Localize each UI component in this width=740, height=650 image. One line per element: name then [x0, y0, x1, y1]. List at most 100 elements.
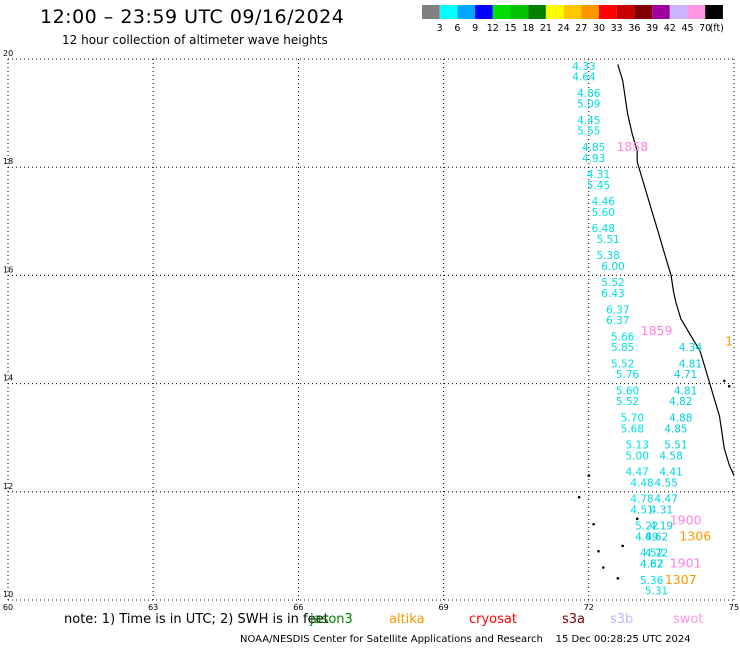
legend-tick-label: 36 [628, 23, 640, 34]
swh-value-label: 4.33 [572, 61, 595, 73]
legend-swatch [528, 5, 546, 19]
pass-time-label: 1859 [641, 323, 673, 338]
swh-value-label: 4.93 [582, 153, 605, 165]
swh-value-label: 5.66 [611, 331, 635, 343]
island [587, 474, 591, 477]
island [616, 577, 620, 580]
legend-tick-label: 15 [504, 23, 516, 34]
swh-value-label: 6.37 [606, 304, 629, 316]
swh-value-label: 6.37 [606, 315, 629, 327]
legend-swatch [599, 5, 617, 19]
swh-value-label: 4.47 [655, 494, 678, 506]
pass-time-label: 1901 [670, 556, 702, 571]
swh-value-label: 4.34 [679, 342, 703, 354]
legend-swatch [581, 5, 599, 19]
swh-value-label: 4.51 [630, 504, 653, 516]
swh-value-label: 4.62 [645, 531, 668, 543]
lat-tick-label: 20 [3, 49, 13, 58]
swh-value-label: 5.31 [645, 586, 668, 598]
swh-value-label: 4.55 [655, 477, 678, 489]
legend-swatch [439, 5, 458, 19]
swh-value-label: 4.47 [626, 467, 649, 479]
legend-swatch [475, 5, 493, 19]
legend-swatch [634, 5, 653, 19]
swh-value-label: 4.41 [659, 467, 682, 479]
swh-value-label: 4.89 [635, 531, 658, 543]
satellite-label-swot: swot [673, 612, 704, 627]
swh-value-label: 4.88 [669, 412, 692, 424]
island [597, 550, 600, 553]
swh-value-label: 5.85 [611, 342, 634, 354]
lon-tick-label: 60 [3, 603, 13, 612]
swh-value-label: 5.13 [626, 440, 649, 452]
legend-swatch [652, 5, 670, 19]
pass-time-label: 1858 [616, 139, 648, 154]
swh-value-label: 5.52 [601, 277, 624, 289]
footer: NOAA/NESDIS Center for Satellite Applica… [240, 634, 691, 645]
footer-timestamp: 15 Dec 00:28:25 UTC 2024 [555, 634, 691, 645]
legend-tick-label: 70 [699, 23, 711, 34]
swh-value-label: 4.19 [650, 521, 673, 533]
legend-tick-label: 18 [522, 23, 534, 34]
swh-value-label: 5.00 [626, 450, 649, 462]
swh-value-label: 4.62 [640, 559, 663, 571]
swh-value-label: 5.60 [592, 207, 615, 219]
island [577, 495, 581, 499]
lat-tick-label: 18 [3, 157, 13, 166]
legend-swatch [687, 5, 706, 19]
legend-tick-label: 27 [575, 23, 587, 34]
island [635, 517, 639, 521]
satellite-label-s3a: s3a [562, 612, 586, 627]
swh-value-label: 4.82 [669, 396, 692, 408]
lat-tick-label: 14 [3, 374, 13, 383]
satellite-label-s3b: s3b [610, 612, 634, 627]
legend-swatch [563, 5, 582, 19]
swh-value-label: 4.64 [572, 72, 596, 84]
legend-tick-label: 45 [681, 23, 693, 34]
island [602, 566, 605, 569]
swh-value-label: 5.70 [621, 412, 644, 424]
swh-value-label: 4.87 [640, 559, 663, 571]
pass-time-label: 1306 [679, 528, 711, 543]
swh-value-label: 4.31 [650, 504, 673, 516]
lat-tick-label: 10 [3, 590, 13, 599]
swh-value-label: 4.81 [674, 385, 697, 397]
page-subtitle: 12 hour collection of altimeter wave hei… [62, 33, 328, 47]
lon-tick-label: 63 [148, 603, 158, 612]
swh-value-label: 5.22 [635, 521, 658, 533]
legend-tick-label: 33 [611, 23, 623, 34]
lon-tick-label: 72 [584, 603, 594, 612]
swh-value-label: 6.48 [592, 223, 615, 235]
pass-time-label: 1900 [670, 512, 702, 527]
swh-value-label: 5.52 [616, 396, 639, 408]
swh-value-label: 4.52 [640, 548, 663, 560]
legend-swatch [545, 5, 564, 19]
swh-value-label: 5.51 [664, 440, 687, 452]
legend-swatch [457, 5, 476, 19]
lat-tick-label: 16 [3, 265, 13, 274]
legend-swatch [422, 5, 440, 19]
color-legend: 3 6 9 12 15 18 21 24 27 30 33 36 39 42 45 70(ft) [422, 5, 724, 34]
swh-value-label: 4.45 [577, 115, 600, 127]
legend-tick-label: 30 [593, 23, 605, 34]
swh-value-label: 4.48 [630, 477, 653, 489]
lat-tick-label: 12 [3, 482, 13, 491]
satellite-label-cryosat: cryosat [469, 612, 517, 627]
swh-value-label: 4.46 [592, 196, 616, 208]
lon-tick-label: 69 [439, 603, 449, 612]
swh-value-label: 4.81 [679, 358, 702, 370]
island [621, 544, 624, 548]
swh-value-label: 4.31 [587, 169, 610, 181]
legend-tick-label: 9 [472, 23, 478, 34]
page-title: 12:00 – 23:59 UTC 09/16/2024 [40, 6, 345, 28]
swh-value-label: 5.52 [611, 358, 634, 370]
legend-swatch [510, 5, 529, 19]
swh-value-label: 5.60 [616, 385, 639, 397]
pass-time-label: 1307 [665, 572, 697, 587]
satellite-label-altika: altika [389, 612, 425, 627]
swh-value-label: 5.51 [596, 234, 619, 246]
swh-value-label: 6.43 [601, 288, 624, 300]
swh-value-label: 4.71 [674, 369, 697, 381]
lon-tick-label: 75 [729, 603, 739, 612]
swh-value-label: 4.86 [577, 88, 601, 100]
